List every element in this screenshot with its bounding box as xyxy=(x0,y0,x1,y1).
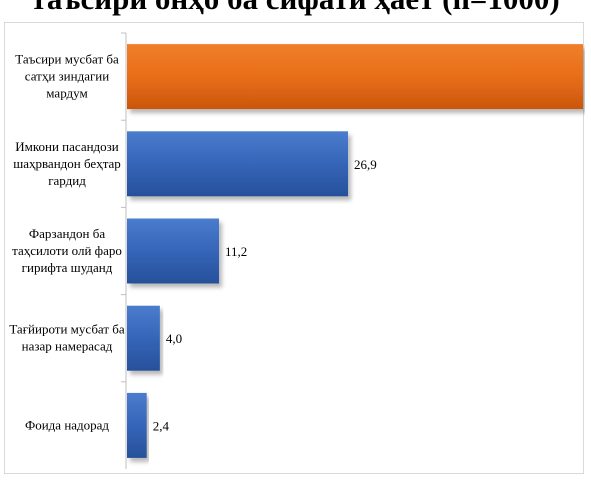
category-label-line: Фоида надорад xyxy=(25,417,109,432)
value-label-3: 11,2 xyxy=(225,244,247,259)
category-label-line: назар намерасад xyxy=(22,339,113,354)
category-label-5: Фоида надорад xyxy=(25,417,109,432)
bar-1 xyxy=(127,44,584,110)
category-label-line: гирифта шуданд xyxy=(22,260,113,275)
category-label-1: Таъсири мусбат ба сатҳи зиндагии мардум xyxy=(15,52,119,101)
value-label-5: 2,4 xyxy=(153,418,170,433)
category-label-3: Фарзандон ба таҳсилоти олӣ фаро гирифта шу… xyxy=(12,226,122,275)
bar-2 xyxy=(127,131,349,197)
bar-3 xyxy=(127,218,220,284)
category-label-line: Фарзандон ба xyxy=(29,226,105,241)
category-label-line: таҳсилоти олӣ фаро xyxy=(12,243,122,258)
category-label-line: Имкони пасандози xyxy=(15,139,119,154)
category-label-line: Таъсири мусбат ба xyxy=(15,52,119,67)
bar-5 xyxy=(127,392,147,458)
category-label-2: Имкони пасандози шаҳрвандон беҳтар гардид xyxy=(13,139,121,188)
category-label-line: мардум xyxy=(46,86,87,101)
category-label-line: сатҳи зиндагии xyxy=(25,69,109,84)
chart-title: таъсири онҳо ба сифати ҳаёт (n=1000) xyxy=(0,0,591,17)
category-label-line: гардид xyxy=(48,173,86,188)
category-label-line: шаҳрвандон беҳтар xyxy=(13,156,121,171)
category-label-4: Тағйироти мусбат ба назар намерасад xyxy=(9,322,125,354)
value-label-4: 4,0 xyxy=(166,331,182,346)
bar-4 xyxy=(127,305,160,371)
category-label-line: Тағйироти мусбат ба xyxy=(9,322,125,337)
value-label-2: 26,9 xyxy=(354,157,377,172)
